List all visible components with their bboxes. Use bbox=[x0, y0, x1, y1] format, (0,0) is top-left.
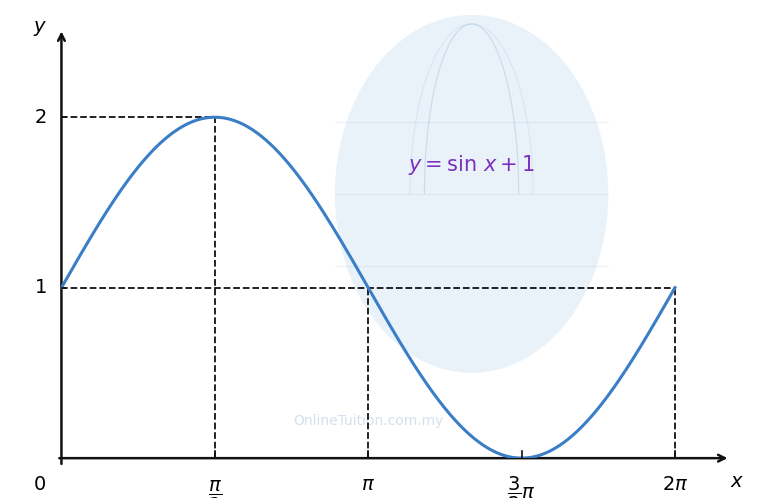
Text: $y$: $y$ bbox=[33, 19, 47, 38]
Text: $\pi$: $\pi$ bbox=[361, 475, 376, 494]
Text: $\dfrac{\pi}{2}$: $\dfrac{\pi}{2}$ bbox=[207, 479, 222, 498]
Text: $x$: $x$ bbox=[730, 472, 744, 491]
Ellipse shape bbox=[335, 15, 608, 373]
Text: OnlineTuition.com.my: OnlineTuition.com.my bbox=[293, 414, 443, 428]
Text: $1$: $1$ bbox=[34, 278, 46, 297]
Text: $0$: $0$ bbox=[34, 475, 46, 494]
Text: $2$: $2$ bbox=[34, 108, 46, 126]
Text: $2\pi$: $2\pi$ bbox=[662, 475, 688, 494]
Text: $\dfrac{3}{2}\pi$: $\dfrac{3}{2}\pi$ bbox=[507, 475, 536, 498]
Text: $y = \sin\,x + 1$: $y = \sin\,x + 1$ bbox=[408, 153, 535, 177]
